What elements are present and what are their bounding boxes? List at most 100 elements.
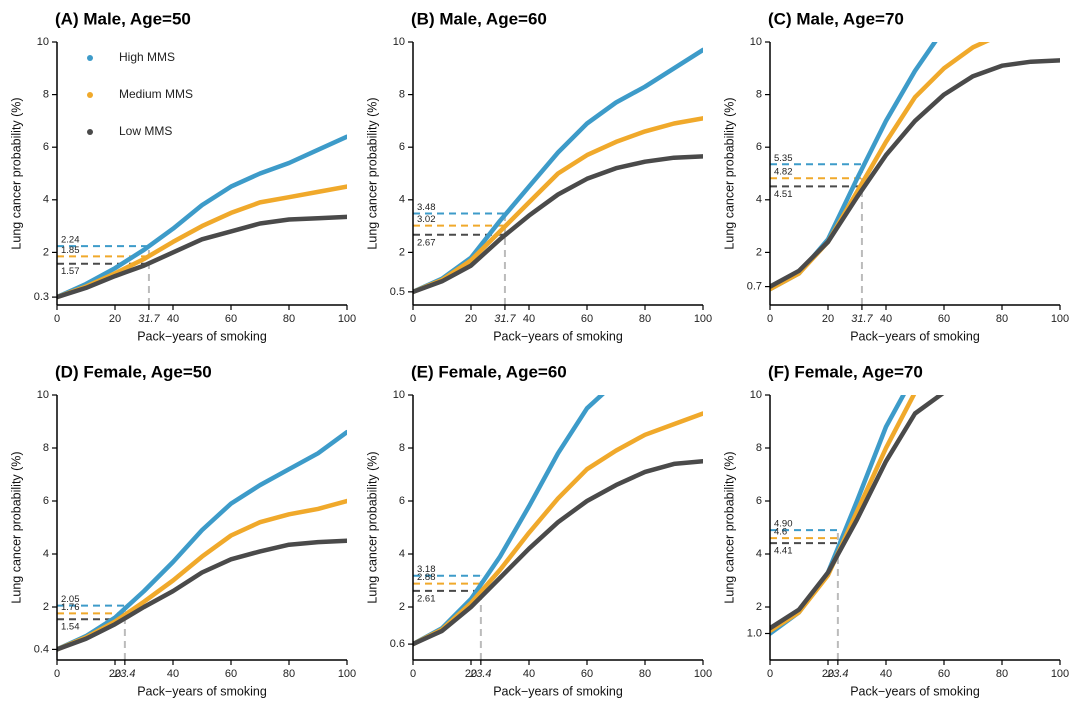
x-tick-label: 100 [1051,313,1069,325]
x-tick-label: 23.4 [113,668,135,680]
y-axis-label: Lung cancer probability (%) [9,451,23,603]
ref-label: 2.24 [61,235,80,246]
legend-marker [87,129,93,135]
ref-label: 3.18 [417,564,436,575]
x-tick-label: 80 [283,313,295,325]
ref-label: 4.90 [774,519,793,530]
y-tick-label: 10 [37,36,49,48]
panel-title: (E) Female, Age=60 [411,362,567,381]
panel: (B) Male, Age=60 Pack−years of smoking Lun… [365,9,712,343]
ref-label: 2.05 [61,594,80,605]
panel: (C) Male, Age=70 Pack−years of smoking Lun… [722,9,1069,343]
ref-label: 2.88 [417,572,436,583]
x-tick-label: 31.7 [851,313,873,325]
line-series [770,42,938,292]
x-tick-label: 0 [767,668,773,680]
ref-label: 1.57 [61,266,80,277]
y-tick-label: 2 [43,601,49,613]
x-tick-label: 40 [880,313,892,325]
x-tick-label: 60 [581,668,593,680]
x-tick-label: 0 [410,313,416,325]
ref-label: 3.48 [417,202,436,213]
line-series [57,538,347,652]
x-tick-label: 0 [410,668,416,680]
ref-label: 1.54 [61,622,80,633]
panel-title: (A) Male, Age=50 [55,9,191,28]
x-tick-label: 80 [996,668,1008,680]
x-tick-label: 60 [225,313,237,325]
x-tick-label: 31.7 [138,313,160,325]
y-tick-label: 8 [43,89,49,101]
curves [413,395,703,647]
x-tick-label: 20 [465,313,477,325]
y-axis-label: Lung cancer probability (%) [722,451,736,603]
curves [57,429,347,652]
y-tick-label: 8 [399,89,405,101]
y-tick-label: 8 [756,89,762,101]
line-series [413,395,605,647]
panel: (A) Male, Age=50 Pack−years of smoking Lun… [9,9,356,343]
legend-label: Medium MMS [119,87,193,101]
line-series [57,429,347,652]
x-tick-label: 40 [523,668,535,680]
y-tick-label: 4 [399,548,405,560]
y-tick-label: 8 [43,442,49,454]
curves [413,47,703,295]
legend-marker [87,92,93,98]
x-tick-label: 20 [822,313,834,325]
y-tick-label: 2 [399,601,405,613]
x-tick-label: 100 [694,313,712,325]
y-tick-label: 4 [756,548,762,560]
x-tick-label: 80 [639,668,651,680]
ref-label: 4.82 [774,167,793,178]
y-axis-label: Lung cancer probability (%) [722,97,736,249]
x-axis-label: Pack−years of smoking [493,684,623,698]
x-tick-label: 40 [167,313,179,325]
line-series [57,498,347,652]
panel: (E) Female, Age=60 Pack−years of smoking L… [365,362,712,698]
panel-title: (C) Male, Age=70 [768,9,904,28]
y-tick-label: 10 [750,36,762,48]
x-tick-label: 60 [581,313,593,325]
y-tick-label: 10 [393,389,405,401]
line-series [770,395,945,631]
ref-label: 2.67 [417,237,436,248]
ref-label: 2.61 [417,593,436,604]
y-tick-label: 0.6 [390,638,405,650]
y-tick-label: 6 [756,141,762,153]
x-tick-label: 31.7 [494,313,516,325]
y-tick-label: 8 [399,442,405,454]
x-axis-label: Pack−years of smoking [850,329,980,343]
ref-label: 1.76 [61,602,80,613]
ref-label: 3.02 [417,214,436,225]
panel-title: (B) Male, Age=60 [411,9,547,28]
y-tick-label: 4 [43,194,49,206]
ref-label: 5.35 [774,153,793,164]
y-tick-label: 4 [756,194,762,206]
line-series [413,116,703,295]
y-tick-label: 6 [399,495,405,507]
x-tick-label: 100 [694,668,712,680]
x-tick-label: 20 [109,313,121,325]
x-tick-label: 0 [767,313,773,325]
ref-label: 1.85 [61,245,80,256]
x-axis-label: Pack−years of smoking [137,684,267,698]
y-tick-label: 4 [43,548,49,560]
line-series [57,134,347,300]
ref-label: 4.41 [774,546,793,557]
x-tick-label: 40 [167,668,179,680]
x-axis-label: Pack−years of smoking [493,329,623,343]
y-tick-label: 0.3 [34,291,49,303]
x-tick-label: 100 [1051,668,1069,680]
legend-label: High MMS [119,50,175,64]
line-series [413,459,703,647]
x-axis-label: Pack−years of smoking [137,329,267,343]
x-axis-label: Pack−years of smoking [850,684,980,698]
y-tick-label: 2 [756,601,762,613]
x-tick-label: 80 [283,668,295,680]
line-series [413,411,703,647]
panel: (D) Female, Age=50 Pack−years of smoking L… [9,362,356,698]
y-tick-label: 6 [399,141,405,153]
x-tick-label: 60 [938,668,950,680]
